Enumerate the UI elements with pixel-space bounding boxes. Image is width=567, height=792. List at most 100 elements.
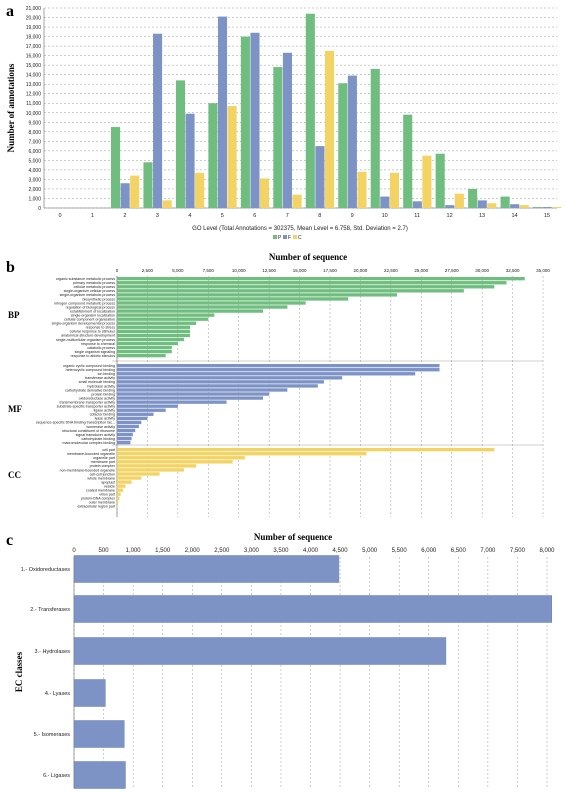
bar-BP-19	[117, 353, 166, 358]
category-label: whole membrane	[87, 476, 115, 480]
category-label: response to abiotic stimulus	[71, 354, 116, 358]
bar-P-level-9	[338, 83, 348, 208]
x-tick-label: 32,500	[506, 268, 520, 273]
bar-CC-7	[117, 476, 142, 480]
bar-C-level-11	[422, 155, 432, 208]
category-label: transmembrane transporter activity	[59, 400, 115, 404]
bar-P-level-12	[435, 153, 445, 208]
category-label: extracellular region part	[77, 505, 115, 509]
bar-F-level-7	[282, 52, 292, 209]
x-tick-label: 30,000	[475, 268, 489, 273]
y-tick-label: 8,000	[28, 130, 41, 136]
y-tick-label: 19,000	[26, 25, 42, 31]
y-tick-label: 15,000	[26, 63, 42, 69]
x-tick-label: 5,000	[362, 548, 378, 554]
bar-CC-10	[117, 488, 124, 492]
bar-P-level-4	[175, 80, 185, 208]
bar-C-level-2	[130, 175, 140, 208]
category-label: organic substance metabolic process	[56, 277, 115, 281]
category-label: protein-DNA complex	[81, 497, 115, 501]
category-label: cell-cell junction	[90, 472, 115, 476]
bar-MF-5	[117, 384, 318, 388]
category-label: membrane-bounded organelle	[67, 452, 115, 456]
x-tick-label: 500	[99, 548, 110, 554]
category-label: substrate-specific transporter activity	[57, 405, 116, 409]
bar-MF-9	[117, 400, 227, 404]
category-label: protein binding	[91, 392, 115, 396]
bar-BP-15	[117, 337, 184, 342]
category-label: single organism signaling	[75, 350, 115, 354]
group-label-BP: BP	[8, 310, 20, 320]
bar-CC-8	[117, 480, 132, 484]
category-label: 1.- Oxidoreductases	[21, 567, 70, 573]
bar-C-level-15	[552, 207, 562, 208]
y-tick-label: 17,000	[26, 44, 42, 50]
category-label: primary metabolic process	[73, 281, 115, 285]
x-tick-label: 7,000	[480, 548, 496, 554]
category-label: organic cyclic compound binding	[63, 364, 115, 368]
category-label: 3.- Hydrolases	[35, 649, 71, 655]
bar-CC-13	[117, 500, 119, 504]
bar-P-level-2	[110, 127, 121, 208]
panel-label-c: c	[6, 532, 13, 549]
bar-BP-6	[117, 301, 306, 305]
bar-C-level-13	[487, 203, 497, 208]
y-tick-label: 14,000	[26, 73, 42, 79]
bar-F-level-11	[412, 201, 422, 208]
bar-F-level-4	[185, 113, 195, 208]
x-axis-title: GO Level (Total Annotations = 302375, Me…	[192, 226, 408, 232]
bar-BP-9	[117, 313, 215, 317]
bar-C-level-6	[260, 178, 270, 208]
x-tick-label: 5,000	[172, 268, 184, 273]
bar-F-level-13	[477, 200, 487, 208]
category-label: apoplast	[101, 480, 115, 484]
bar-F-level-8	[315, 146, 325, 208]
bar-CC-11	[117, 492, 121, 496]
category-label: ion binding	[98, 372, 115, 376]
bar-BP-3	[117, 289, 464, 293]
bar-BP-13	[117, 329, 191, 333]
x-tick-label: 10,000	[232, 268, 246, 273]
bar-CC-14	[117, 504, 118, 509]
y-tick-label: 9,000	[28, 120, 41, 126]
bar-F-level-12	[445, 205, 455, 208]
category-label: cellular metabolic process	[74, 285, 116, 289]
x-tick-label: 20,000	[354, 268, 368, 273]
bar-MF-7	[117, 392, 270, 396]
x-tick-label: 8	[318, 213, 321, 219]
category-label: catabolic process	[87, 346, 115, 350]
bar-ec-class-1	[73, 555, 340, 583]
bar-BP-8	[117, 309, 264, 313]
y-tick-label: 2,000	[28, 187, 41, 193]
x-tick-label: 3,500	[273, 548, 289, 554]
bar-C-level-3	[162, 200, 172, 208]
bar-MF-16	[117, 428, 136, 433]
bar-P-level-11	[403, 114, 413, 208]
bar-BP-18	[117, 349, 172, 354]
bar-BP-12	[117, 325, 191, 329]
bar-MF-10	[117, 404, 178, 408]
bar-CC-3	[117, 460, 233, 464]
category-label: vesicle	[104, 484, 115, 488]
bar-BP-7	[117, 305, 288, 309]
bar-F-level-5	[217, 16, 228, 209]
bar-BP-16	[117, 341, 178, 346]
x-tick-label: 14	[511, 213, 517, 219]
bar-MF-17	[117, 432, 133, 437]
x-tick-label: 2,000	[185, 548, 201, 554]
bar-MF-15	[117, 424, 139, 429]
x-tick-label: 0	[72, 548, 76, 554]
legend-label-C: C	[298, 235, 302, 241]
bar-F-level-15	[542, 207, 552, 208]
category-label: 4.- Lyases	[45, 691, 70, 697]
bar-MF-4	[117, 380, 324, 384]
y-tick-label: 12,000	[26, 92, 42, 98]
x-tick-label: 15,000	[293, 268, 307, 273]
legend-label-F: F	[288, 235, 291, 241]
bar-ec-class-6	[73, 761, 126, 789]
x-tick-label: 12,500	[262, 268, 276, 273]
y-tick-label: 5,000	[28, 158, 41, 164]
bar-CC-1	[117, 452, 367, 456]
category-label: sequence-specific DNA binding transcript…	[36, 421, 115, 425]
bar-P-level-6	[240, 36, 250, 209]
